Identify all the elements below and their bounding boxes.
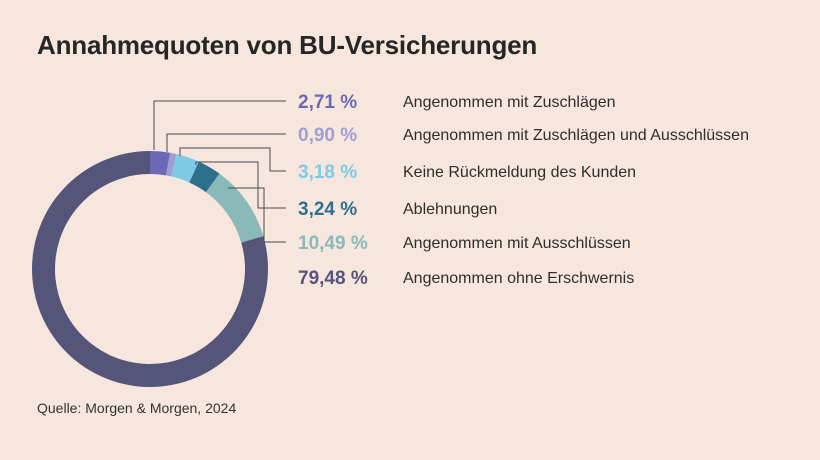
- percent-label-5: 10,49 %: [298, 233, 368, 254]
- donut-slice-2: [166, 152, 177, 177]
- leader-lines: [153, 100, 286, 243]
- leader-line-2: [166, 133, 286, 152]
- donut-slice-5: [205, 173, 264, 243]
- category-label-4: Ablehnungen: [403, 201, 497, 218]
- source-note: Quelle: Morgen & Morgen, 2024: [37, 400, 237, 416]
- category-label-1: Angenommen mit Zuschlägen: [403, 94, 616, 111]
- chart-title: Annahmequoten von BU-Versicherungen: [37, 30, 538, 60]
- donut-slices: [32, 151, 269, 387]
- category-label-3: Keine Rückmeldung des Kunden: [403, 164, 636, 181]
- donut-slice-4: [189, 161, 220, 193]
- percent-label-4: 3,24 %: [298, 199, 357, 220]
- legend-labels: 2,71 % Angenommen mit Zuschlägen 0,90 % Ang…: [298, 92, 749, 289]
- leader-line-5: [228, 187, 286, 243]
- percent-label-6: 79,48 %: [298, 268, 368, 289]
- leader-line-1: [153, 100, 286, 150]
- percent-label-2: 0,90 %: [298, 125, 357, 146]
- percent-label-1: 2,71 %: [298, 92, 357, 113]
- leader-line-3: [179, 147, 286, 172]
- percent-label-3: 3,18 %: [298, 162, 357, 183]
- donut-slice-1: [150, 151, 170, 176]
- donut-slice-3: [171, 154, 199, 183]
- leader-line-4: [195, 161, 286, 209]
- category-label-5: Angenommen mit Ausschlüssen: [403, 235, 631, 252]
- category-label-2: Angenommen mit Zuschlägen und Ausschlüss…: [403, 127, 749, 144]
- category-label-6: Angenommen ohne Erschwernis: [403, 270, 634, 287]
